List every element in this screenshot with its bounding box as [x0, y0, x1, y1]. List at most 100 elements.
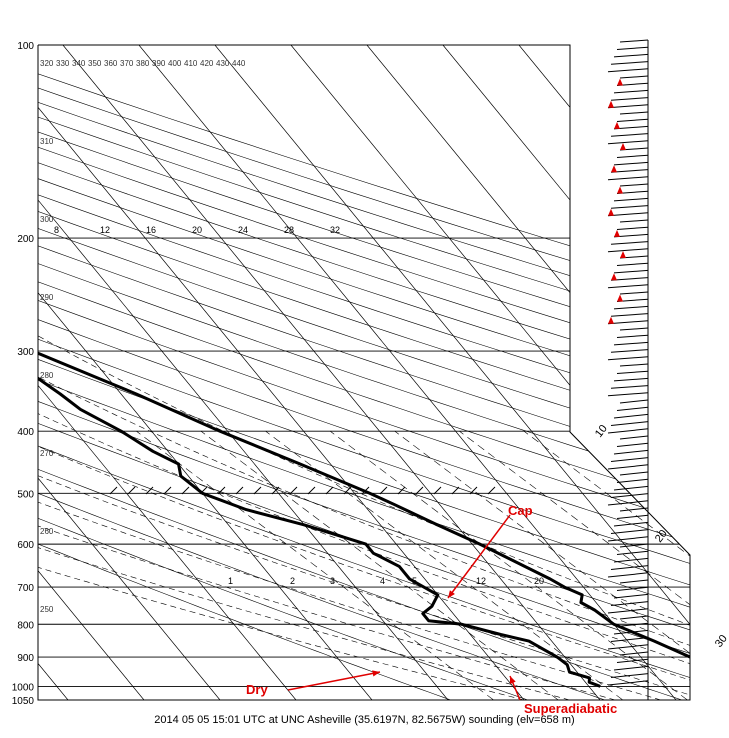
- wind-barb: [607, 572, 649, 578]
- wind-barb: [613, 197, 649, 202]
- dry-adiabat: [38, 45, 690, 700]
- adiabat-label: 260: [40, 527, 54, 536]
- isotherm-label: 20: [653, 528, 670, 545]
- dry-adiabat: [38, 45, 690, 700]
- wind-barb: [619, 435, 649, 440]
- isotherm: [366, 45, 690, 700]
- dry-adiabat: [38, 45, 690, 700]
- wind-barb: [610, 637, 649, 643]
- pressure-tick-label: 1000: [12, 682, 35, 693]
- pressure-axis: [37, 44, 691, 701]
- adiabat-label: 380: [136, 59, 150, 68]
- wind-barb: [607, 356, 649, 361]
- wind-barb: [619, 615, 649, 620]
- hatch-mark: [451, 486, 460, 495]
- adiabat-label: 250: [40, 605, 54, 614]
- mixing-ratio-label: 2: [290, 576, 295, 586]
- mixing-ratio-label: 1: [228, 576, 233, 586]
- wind-barb: [610, 241, 649, 245]
- wind-barb: [610, 565, 649, 571]
- wind-barbs: [607, 39, 649, 700]
- mixing-ratio-label: 16: [146, 225, 156, 235]
- hatch-mark: [289, 486, 298, 495]
- adiabat-label: 420: [200, 59, 214, 68]
- wind-barb: [619, 291, 649, 295]
- wind-barb: [610, 385, 649, 389]
- wind-barb: [610, 529, 649, 535]
- arrow-superadiabatic-head: [509, 676, 516, 684]
- dry-adiabat: [38, 45, 690, 700]
- adiabat-label: 400: [168, 59, 182, 68]
- wind-barb: [613, 89, 649, 94]
- hatch-mark: [253, 486, 262, 495]
- barb-pennant: [617, 294, 623, 302]
- isotherm: [62, 45, 601, 700]
- adiabat-label: 300: [40, 215, 54, 224]
- barb-pennant: [620, 251, 626, 259]
- isotherm: [214, 45, 690, 700]
- wind-barb: [616, 370, 649, 374]
- wind-barb: [616, 478, 649, 483]
- wind-barb: [616, 334, 649, 338]
- wind-barb: [610, 421, 649, 427]
- dry-adiabat: [38, 45, 690, 700]
- moist-adiabat: [38, 237, 570, 700]
- dry-adiabat: [38, 45, 605, 700]
- dry-adiabat: [38, 45, 451, 700]
- dry-adiabat: [38, 45, 690, 700]
- adiabat-label: 340: [72, 59, 86, 68]
- mixing-ratio-label: 32: [330, 225, 340, 235]
- barb-pennant: [608, 316, 614, 324]
- dry-adiabat: [38, 45, 690, 700]
- wind-barb: [613, 161, 649, 166]
- isotherm-label: 30: [713, 633, 729, 650]
- wind-barb: [613, 305, 649, 310]
- wind-barb: [607, 212, 649, 217]
- wind-barb: [607, 500, 649, 506]
- mixing-ratio-line: [265, 430, 623, 700]
- hatch-mark: [433, 486, 442, 495]
- wind-barb: [607, 104, 649, 109]
- isotherm: [38, 45, 297, 700]
- wind-barb: [607, 536, 649, 542]
- wind-barb: [613, 53, 649, 58]
- wind-barb: [610, 61, 649, 65]
- wind-barb: [616, 442, 649, 447]
- pressure-tick-label: 900: [17, 653, 34, 664]
- barb-pennant: [617, 186, 623, 194]
- temperature-line: [38, 45, 690, 688]
- wind-barb: [619, 543, 649, 548]
- mixing-ratio-label: 28: [284, 225, 294, 235]
- pressure-tick-label: 800: [17, 620, 34, 631]
- wind-barb: [619, 183, 649, 187]
- dry-adiabat: [38, 45, 528, 700]
- arrow-cap: [447, 514, 511, 599]
- wind-barb: [619, 39, 649, 43]
- mixing-ratio-label: 12: [476, 576, 486, 586]
- dry-adiabat: [38, 45, 690, 700]
- moist-adiabat: [38, 237, 690, 700]
- annotation-arrows: [287, 514, 521, 701]
- wind-barb: [613, 485, 649, 491]
- hatch-mark: [145, 486, 154, 495]
- mixing-ratio-line: [394, 430, 690, 700]
- hatch-mark: [181, 486, 190, 495]
- wind-barb: [616, 262, 649, 266]
- adiabat-label: 350: [88, 59, 102, 68]
- hatch-mark: [127, 486, 136, 495]
- wind-barb: [607, 140, 649, 145]
- annotation-superadiabatic: Superadiabatic: [524, 701, 618, 716]
- moist-adiabat: [38, 237, 690, 700]
- wind-barb: [619, 579, 649, 584]
- isotherm: [38, 45, 145, 700]
- pressure-tick-label: 400: [17, 427, 34, 438]
- hatch-mark: [235, 486, 244, 495]
- barb-pennant: [611, 165, 617, 173]
- wind-barb: [616, 118, 649, 122]
- arrow-dry: [287, 671, 381, 691]
- mixing-ratio-label: 20: [534, 576, 544, 586]
- dry-adiabat: [38, 45, 682, 700]
- pressure-tick-label: 600: [17, 540, 34, 551]
- wind-barb: [619, 75, 649, 79]
